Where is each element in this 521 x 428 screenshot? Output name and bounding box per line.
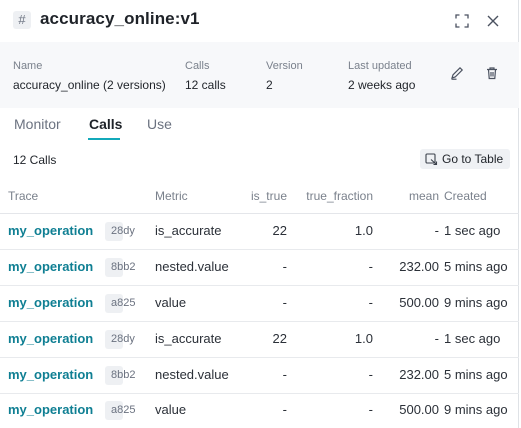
column-metric[interactable]: Metric bbox=[155, 189, 188, 203]
call-hash[interactable]: 28dy bbox=[105, 222, 135, 241]
true-fraction-cell: - bbox=[368, 367, 373, 382]
table-row[interactable]: my_operation 8bb2 nested.value - - 232.0… bbox=[0, 250, 519, 286]
created-cell: 5 mins ago bbox=[444, 259, 508, 274]
go-to-table-button[interactable]: Go to Table bbox=[420, 149, 511, 169]
calls-value: 12 calls bbox=[185, 78, 226, 92]
version-label: Version bbox=[266, 60, 303, 72]
name-value: accuracy_online (2 versions) bbox=[13, 78, 166, 92]
call-hash[interactable]: 28dy bbox=[105, 330, 135, 349]
calls-toolbar: 12 Calls Go to Table bbox=[0, 142, 519, 176]
call-hash[interactable]: 8bb2 bbox=[105, 258, 135, 277]
call-hash[interactable]: a825 bbox=[105, 401, 135, 420]
true-fraction-cell: - bbox=[368, 259, 373, 274]
op-link[interactable]: my_operation bbox=[8, 367, 94, 382]
page-title: accuracy_online:v1 bbox=[40, 9, 200, 28]
op-link[interactable]: my_operation bbox=[8, 295, 94, 310]
table-row[interactable]: my_operation 28dy is_accurate 22 1.0 - 1… bbox=[0, 214, 519, 250]
go-to-table-label: Go to Table bbox=[442, 152, 504, 166]
op-link[interactable]: my_operation bbox=[8, 331, 94, 346]
tab-bar: Monitor Calls Use bbox=[0, 108, 519, 142]
updated-value: 2 weeks ago bbox=[348, 78, 416, 92]
table-row[interactable]: my_operation a825 value - - 500.00 9 min… bbox=[0, 393, 519, 428]
is-true-cell: 22 bbox=[272, 331, 287, 346]
trash-icon bbox=[487, 67, 497, 80]
op-link[interactable]: my_operation bbox=[8, 223, 94, 238]
calls-count: 12 Calls bbox=[13, 153, 57, 167]
mean-cell: - bbox=[434, 223, 439, 238]
true-fraction-cell: 1.0 bbox=[354, 223, 373, 238]
mean-cell: - bbox=[434, 331, 439, 346]
expand-icon bbox=[455, 14, 469, 28]
delete-button[interactable] bbox=[481, 62, 503, 84]
table-row[interactable]: my_operation 8bb2 nested.value - - 232.0… bbox=[0, 358, 519, 394]
metric-cell: value bbox=[155, 402, 187, 417]
true-fraction-cell: - bbox=[368, 295, 373, 310]
version-value: 2 bbox=[266, 78, 273, 92]
updated-label: Last updated bbox=[348, 60, 412, 72]
metric-cell: is_accurate bbox=[155, 223, 222, 238]
mean-cell: 232.00 bbox=[399, 259, 439, 274]
panel-header: # accuracy_online:v1 bbox=[0, 0, 519, 42]
created-cell: 9 mins ago bbox=[444, 295, 508, 310]
metric-cell: value bbox=[155, 295, 187, 310]
column-created[interactable]: Created bbox=[444, 189, 487, 203]
column-is-true[interactable]: is_true bbox=[250, 189, 287, 203]
tab-calls[interactable]: Calls bbox=[89, 116, 123, 132]
created-cell: 9 mins ago bbox=[444, 402, 508, 417]
table-row[interactable]: my_operation a825 value - - 500.00 9 min… bbox=[0, 286, 519, 322]
column-trace[interactable]: Trace bbox=[8, 189, 39, 203]
close-button[interactable] bbox=[482, 10, 504, 32]
created-cell: 1 sec ago bbox=[444, 223, 501, 238]
is-true-cell: 22 bbox=[272, 223, 287, 238]
pencil-icon bbox=[451, 66, 464, 80]
call-hash[interactable]: 8bb2 bbox=[105, 366, 135, 385]
metric-cell: nested.value bbox=[155, 259, 229, 274]
meta-calls: Calls 12 calls bbox=[185, 59, 226, 93]
is-true-cell: - bbox=[282, 402, 287, 417]
column-true-fraction[interactable]: true_fraction bbox=[306, 189, 373, 203]
active-tab-indicator bbox=[88, 138, 120, 140]
edit-button[interactable] bbox=[446, 62, 468, 84]
op-link[interactable]: my_operation bbox=[8, 259, 94, 274]
tab-monitor[interactable]: Monitor bbox=[14, 116, 61, 132]
true-fraction-cell: 1.0 bbox=[354, 331, 373, 346]
table-header: Trace Metric is_true true_fraction mean … bbox=[0, 179, 519, 214]
metric-cell: is_accurate bbox=[155, 331, 222, 346]
meta-name: Name accuracy_online (2 versions) bbox=[13, 59, 166, 93]
name-label: Name bbox=[13, 60, 43, 72]
tab-use[interactable]: Use bbox=[147, 116, 172, 132]
metric-cell: nested.value bbox=[155, 367, 229, 382]
calls-label: Calls bbox=[185, 60, 210, 72]
is-true-cell: - bbox=[282, 259, 287, 274]
meta-version: Version 2 bbox=[266, 59, 303, 93]
meta-updated: Last updated 2 weeks ago bbox=[348, 59, 415, 93]
table-row[interactable]: my_operation 28dy is_accurate 22 1.0 - 1… bbox=[0, 322, 519, 358]
created-cell: 5 mins ago bbox=[444, 367, 508, 382]
mean-cell: 232.00 bbox=[399, 367, 439, 382]
is-true-cell: - bbox=[282, 367, 287, 382]
table-link-icon bbox=[425, 152, 438, 165]
column-mean[interactable]: mean bbox=[408, 189, 439, 203]
object-meta: Name accuracy_online (2 versions) Calls … bbox=[0, 42, 519, 108]
is-true-cell: - bbox=[282, 295, 287, 310]
hash-icon: # bbox=[13, 11, 31, 29]
mean-cell: 500.00 bbox=[399, 295, 439, 310]
true-fraction-cell: - bbox=[368, 402, 373, 417]
expand-button[interactable] bbox=[451, 10, 473, 32]
op-link[interactable]: my_operation bbox=[8, 402, 94, 417]
created-cell: 1 sec ago bbox=[444, 331, 501, 346]
mean-cell: 500.00 bbox=[399, 402, 439, 417]
close-icon bbox=[487, 15, 499, 27]
call-hash[interactable]: a825 bbox=[105, 294, 135, 313]
